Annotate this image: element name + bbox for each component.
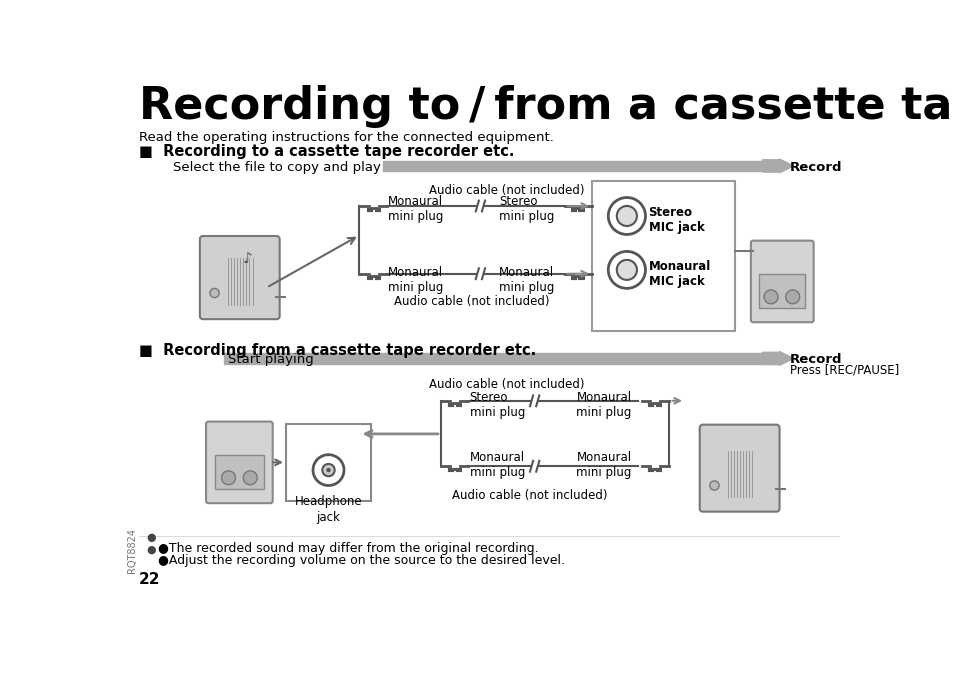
- Circle shape: [322, 464, 335, 476]
- Text: Monaural
MIC jack: Monaural MIC jack: [648, 260, 710, 288]
- Bar: [286, 424, 371, 501]
- Text: Monaural
mini plug: Monaural mini plug: [576, 391, 631, 419]
- Text: Stereo
MIC jack: Stereo MIC jack: [648, 206, 703, 234]
- Circle shape: [617, 260, 637, 280]
- Text: ●Adjust the recording volume on the source to the desired level.: ●Adjust the recording volume on the sour…: [158, 554, 564, 567]
- Circle shape: [785, 290, 799, 304]
- Circle shape: [148, 547, 155, 554]
- Text: Recording to / from a cassette tape: Recording to / from a cassette tape: [138, 85, 953, 128]
- Circle shape: [210, 288, 219, 298]
- Text: ●The recorded sound may differ from the original recording.: ●The recorded sound may differ from the …: [158, 542, 538, 554]
- Circle shape: [148, 534, 155, 542]
- Text: ♪: ♪: [243, 252, 253, 267]
- Bar: [592, 181, 735, 332]
- FancyArrow shape: [761, 351, 793, 366]
- FancyBboxPatch shape: [206, 422, 273, 503]
- Text: Press [REC/PAUSE]: Press [REC/PAUSE]: [789, 363, 898, 376]
- FancyBboxPatch shape: [699, 424, 779, 512]
- Text: Audio cable (not included): Audio cable (not included): [429, 183, 584, 196]
- Text: Read the operating instructions for the connected equipment.: Read the operating instructions for the …: [138, 131, 553, 144]
- FancyArrow shape: [761, 159, 793, 173]
- Circle shape: [221, 471, 235, 485]
- Circle shape: [617, 206, 637, 226]
- Text: Headphone
jack: Headphone jack: [294, 496, 362, 523]
- Text: Select the file to copy and play: Select the file to copy and play: [173, 160, 381, 173]
- Circle shape: [709, 481, 719, 490]
- Circle shape: [313, 455, 344, 485]
- FancyBboxPatch shape: [750, 240, 813, 322]
- Text: Audio cable (not included): Audio cable (not included): [452, 489, 607, 502]
- Circle shape: [763, 290, 778, 304]
- Text: Audio cable (not included): Audio cable (not included): [394, 295, 549, 308]
- Bar: [759, 274, 804, 309]
- Text: Monaural
mini plug: Monaural mini plug: [388, 266, 443, 294]
- Circle shape: [608, 198, 645, 234]
- Text: ■  Recording to a cassette tape recorder etc.: ■ Recording to a cassette tape recorder …: [138, 144, 514, 159]
- Text: Stereo
mini plug: Stereo mini plug: [498, 195, 554, 223]
- Text: Monaural
mini plug: Monaural mini plug: [576, 451, 631, 479]
- Bar: [214, 455, 264, 489]
- Text: Record: Record: [789, 160, 841, 173]
- Text: Audio cable (not included): Audio cable (not included): [429, 378, 584, 391]
- Text: RQT8824: RQT8824: [127, 528, 137, 573]
- Text: Monaural
mini plug: Monaural mini plug: [388, 195, 443, 223]
- FancyBboxPatch shape: [199, 236, 279, 319]
- Circle shape: [327, 468, 330, 472]
- Text: Stereo
mini plug: Stereo mini plug: [469, 391, 524, 419]
- Text: Start playing: Start playing: [228, 353, 314, 366]
- Text: ■  Recording from a cassette tape recorder etc.: ■ Recording from a cassette tape recorde…: [138, 343, 536, 358]
- Text: 22: 22: [138, 573, 160, 588]
- Circle shape: [243, 471, 257, 485]
- Text: Monaural
mini plug: Monaural mini plug: [498, 266, 554, 294]
- Text: Record: Record: [789, 353, 841, 366]
- Circle shape: [608, 251, 645, 288]
- Text: Monaural
mini plug: Monaural mini plug: [469, 451, 524, 479]
